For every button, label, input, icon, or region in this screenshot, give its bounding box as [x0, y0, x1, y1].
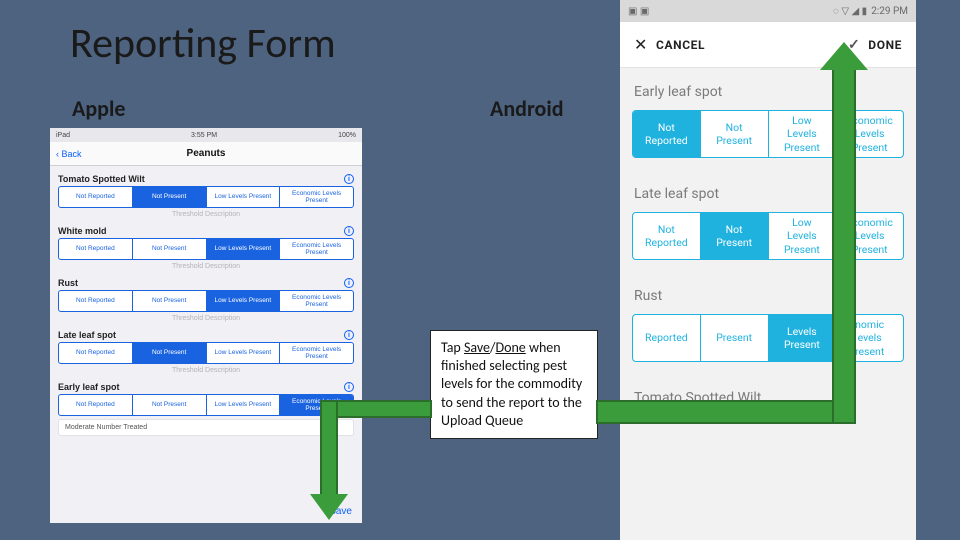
ios-level-option[interactable]: Low Levels Present [207, 343, 281, 363]
android-level-option[interactable]: NotPresent [701, 213, 769, 259]
ios-level-option[interactable]: Economic Levels Present [280, 239, 353, 259]
back-button[interactable]: ‹ Back [56, 149, 82, 159]
ios-level-option[interactable]: Not Present [133, 395, 207, 415]
android-level-option[interactable]: LowLevelsPresent [769, 213, 837, 259]
ios-level-option[interactable]: Not Reported [59, 343, 133, 363]
ios-subrow[interactable]: Moderate Number Treated [58, 419, 354, 436]
android-pest-name: Late leaf spot [620, 170, 916, 212]
ios-level-option[interactable]: Not Present [133, 239, 207, 259]
ios-status-battery: 100% [338, 132, 356, 139]
android-level-option[interactable]: NotReported [633, 111, 701, 157]
callout-done: Done [495, 339, 525, 356]
arrow-to-done [596, 400, 856, 424]
ios-level-selector: Not ReportedNot PresentLow Levels Presen… [58, 238, 354, 260]
android-level-option[interactable]: NotPresent [701, 111, 769, 157]
arrow-to-save-head [310, 494, 348, 520]
info-icon[interactable]: i [344, 174, 354, 184]
wifi-icon: ◌ ▽ ◢ ▮ [833, 6, 867, 17]
android-level-option[interactable]: NotReported [633, 213, 701, 259]
instruction-callout: Tap Save/Done when finished selecting pe… [430, 330, 598, 439]
ios-level-option[interactable]: Economic Levels Present [280, 343, 353, 363]
ios-level-selector: Not ReportedNot PresentLow Levels Presen… [58, 394, 354, 416]
threshold-label: Threshold Description [50, 260, 362, 270]
ios-pest-name: Rust [58, 278, 78, 288]
arrow-to-done-head [820, 42, 868, 70]
android-level-selector: ReportedPresentLevelsPresentnomicevelsre… [632, 314, 904, 362]
ios-level-option[interactable]: Not Reported [59, 239, 133, 259]
android-status-icons-left: ▣ ▣ [628, 6, 649, 17]
ios-pest-header: Early leaf spot i [50, 378, 362, 394]
ios-pest-header: White mold i [50, 222, 362, 238]
android-pest-name: Rust [620, 272, 916, 314]
apple-screenshot: iPad 3:55 PM 100% ‹ Back Peanuts Tomato … [50, 128, 362, 523]
android-level-selector: NotReportedNotPresentLowLevelsPresentEco… [632, 212, 904, 260]
ios-pest-name: White mold [58, 226, 107, 236]
callout-save: Save [464, 339, 490, 356]
ios-pest-header: Late leaf spot i [50, 326, 362, 342]
info-icon[interactable]: i [344, 278, 354, 288]
ios-status-time: 3:55 PM [191, 132, 217, 139]
ios-screen-title: Peanuts [187, 148, 226, 159]
android-screenshot: ▣ ▣ ◌ ▽ ◢ ▮ 2:29 PM ✕ CANCEL ✓ DONE Earl… [620, 0, 916, 540]
info-icon[interactable]: i [344, 330, 354, 340]
android-heading: Android [490, 95, 564, 122]
threshold-label: Threshold Description [50, 364, 362, 374]
android-pest-name: Early leaf spot [620, 68, 916, 110]
ios-level-option[interactable]: Not Present [133, 343, 207, 363]
ios-level-selector: Not ReportedNot PresentLow Levels Presen… [58, 290, 354, 312]
android-toolbar: ✕ CANCEL ✓ DONE [620, 22, 916, 68]
ios-pest-header: Tomato Spotted Wilt i [50, 170, 362, 186]
ios-level-option[interactable]: Low Levels Present [207, 395, 281, 415]
arrow-to-done [832, 66, 856, 424]
android-status-time: 2:29 PM [871, 6, 908, 17]
ios-level-option[interactable]: Economic Levels Present [280, 187, 353, 207]
back-label: Back [62, 149, 82, 159]
ios-pest-header: Rust i [50, 274, 362, 290]
ios-level-option[interactable]: Not Reported [59, 291, 133, 311]
ios-level-option[interactable]: Not Present [133, 291, 207, 311]
android-level-option[interactable]: Present [701, 315, 769, 361]
android-level-selector: NotReportedNotPresentLowLevelsPresentEco… [632, 110, 904, 158]
threshold-label: Threshold Description [50, 208, 362, 218]
ios-status-left: iPad [56, 132, 70, 139]
ios-level-selector: Not ReportedNot PresentLow Levels Presen… [58, 186, 354, 208]
ios-nav-bar: ‹ Back Peanuts [50, 142, 362, 166]
ios-status-bar: iPad 3:55 PM 100% [50, 128, 362, 142]
ios-pest-name: Late leaf spot [58, 330, 116, 340]
close-icon: ✕ [634, 35, 648, 54]
ios-level-option[interactable]: Not Reported [59, 395, 133, 415]
ios-level-option[interactable]: Low Levels Present [207, 291, 281, 311]
info-icon[interactable]: i [344, 226, 354, 236]
android-status-bar: ▣ ▣ ◌ ▽ ◢ ▮ 2:29 PM [620, 0, 916, 22]
ios-pest-section: Early leaf spot i Not ReportedNot PresentL… [50, 378, 362, 436]
ios-level-option[interactable]: Not Reported [59, 187, 133, 207]
ios-level-selector: Not ReportedNot PresentLow Levels Presen… [58, 342, 354, 364]
ios-level-option[interactable]: Low Levels Present [207, 239, 281, 259]
cancel-button[interactable]: ✕ CANCEL [634, 35, 705, 54]
ios-pest-name: Tomato Spotted Wilt [58, 174, 145, 184]
threshold-label: Threshold Description [50, 312, 362, 322]
android-level-option[interactable]: LevelsPresent [769, 315, 837, 361]
ios-level-option[interactable]: Not Present [133, 187, 207, 207]
ios-pest-name: Early leaf spot [58, 382, 120, 392]
android-level-option[interactable]: LowLevelsPresent [769, 111, 837, 157]
info-icon[interactable]: i [344, 382, 354, 392]
ios-pest-section: White mold i Not ReportedNot PresentLow Le… [50, 222, 362, 270]
apple-heading: Apple [72, 95, 125, 122]
slide-title: Reporting Form [70, 18, 336, 69]
arrow-to-save [320, 400, 338, 498]
ios-pest-section: Tomato Spotted Wilt i Not ReportedNot Pres… [50, 170, 362, 218]
cancel-label: CANCEL [656, 38, 705, 52]
callout-prefix: Tap [441, 339, 464, 356]
ios-pest-section: Rust i Not ReportedNot PresentLow Levels P… [50, 274, 362, 322]
ios-pest-section: Late leaf spot i Not ReportedNot PresentLo… [50, 326, 362, 374]
done-label: DONE [868, 38, 902, 52]
android-level-option[interactable]: Reported [633, 315, 701, 361]
ios-level-option[interactable]: Economic Levels Present [280, 291, 353, 311]
ios-level-option[interactable]: Low Levels Present [207, 187, 281, 207]
